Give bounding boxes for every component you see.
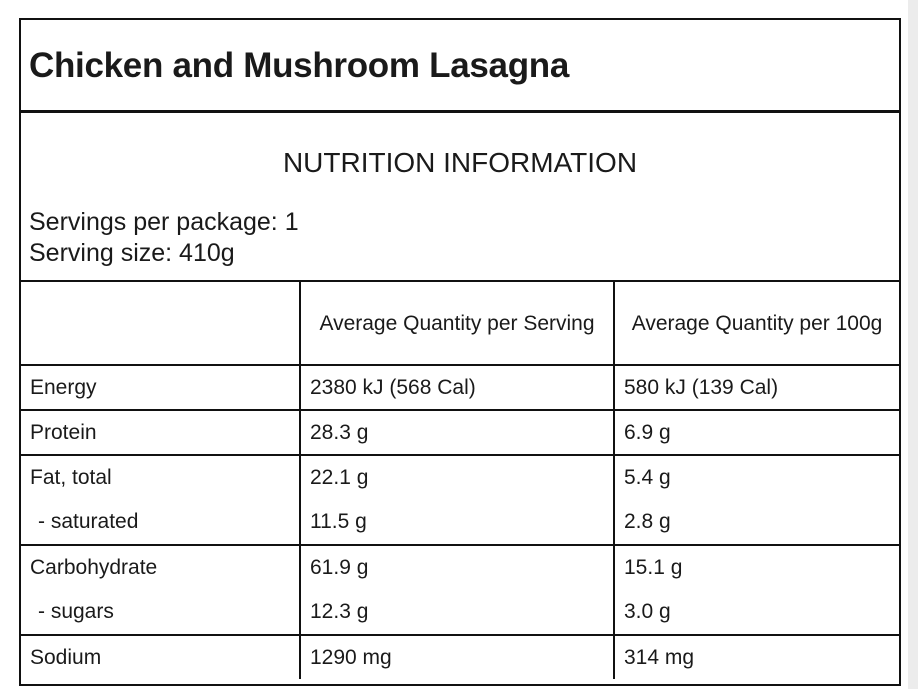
nutrition-table: Average Quantity per Serving Average Qua…: [21, 280, 899, 679]
nutrient-name: Protein: [21, 409, 301, 456]
per-100g-value: 314 mg: [613, 634, 899, 679]
table-row: Sodium 1290 mg 314 mg: [21, 634, 899, 679]
nutrient-name: Carbohydrate - sugars: [21, 544, 301, 636]
scrollbar[interactable]: [908, 0, 918, 689]
nutrition-label: Chicken and Mushroom Lasagna NUTRITION I…: [19, 18, 901, 686]
per-100g-value: 5.4 g 2.8 g: [613, 454, 899, 546]
per-serving-value: 28.3 g: [299, 409, 615, 456]
nutrient-name: Fat, total: [30, 466, 112, 489]
sub-nutrient-name: - sugars: [38, 600, 114, 623]
nutrient-name: Energy: [21, 364, 301, 411]
header-per-serving: Average Quantity per Serving: [299, 280, 615, 366]
per-serving-value: 61.9 g 12.3 g: [299, 544, 615, 636]
product-title: Chicken and Mushroom Lasagna: [29, 46, 570, 85]
per-100g-value: 15.1 g 3.0 g: [613, 544, 899, 636]
header-per-100g: Average Quantity per 100g: [613, 280, 899, 366]
sub-value: 11.5 g: [310, 510, 367, 533]
table-row: Fat, total - saturated 22.1 g 11.5 g 5.4 g…: [21, 454, 899, 546]
per-100g-value: 580 kJ (139 Cal): [613, 364, 899, 411]
table-row: Protein 28.3 g 6.9 g: [21, 409, 899, 456]
sub-value: 2.8 g: [624, 510, 671, 533]
serving-size: Serving size: 410g: [29, 239, 235, 267]
divider: [21, 110, 899, 113]
per-100g-value: 6.9 g: [613, 409, 899, 456]
header-blank: [21, 280, 301, 366]
nutrient-name: Fat, total - saturated: [21, 454, 301, 546]
sub-value: 12.3 g: [310, 600, 369, 623]
value: 22.1 g: [310, 466, 369, 489]
value: 61.9 g: [310, 556, 369, 579]
value: 15.1 g: [624, 556, 683, 579]
table-header: Average Quantity per Serving Average Qua…: [21, 280, 899, 366]
per-serving-value: 22.1 g 11.5 g: [299, 454, 615, 546]
table-row: Carbohydrate - sugars 61.9 g 12.3 g 15.1 g…: [21, 544, 899, 636]
nutrient-name: Carbohydrate: [30, 556, 158, 579]
nutrient-name: Sodium: [21, 634, 301, 679]
per-serving-value: 2380 kJ (568 Cal): [299, 364, 615, 411]
value: 5.4 g: [624, 466, 671, 489]
nutrition-heading: NUTRITION INFORMATION: [282, 147, 638, 178]
servings-per-package: Servings per package: 1: [29, 208, 299, 236]
table-row: Energy 2380 kJ (568 Cal) 580 kJ (139 Cal…: [21, 364, 899, 411]
sub-value: 3.0 g: [624, 600, 671, 623]
per-serving-value: 1290 mg: [299, 634, 615, 679]
sub-nutrient-name: - saturated: [38, 510, 139, 533]
